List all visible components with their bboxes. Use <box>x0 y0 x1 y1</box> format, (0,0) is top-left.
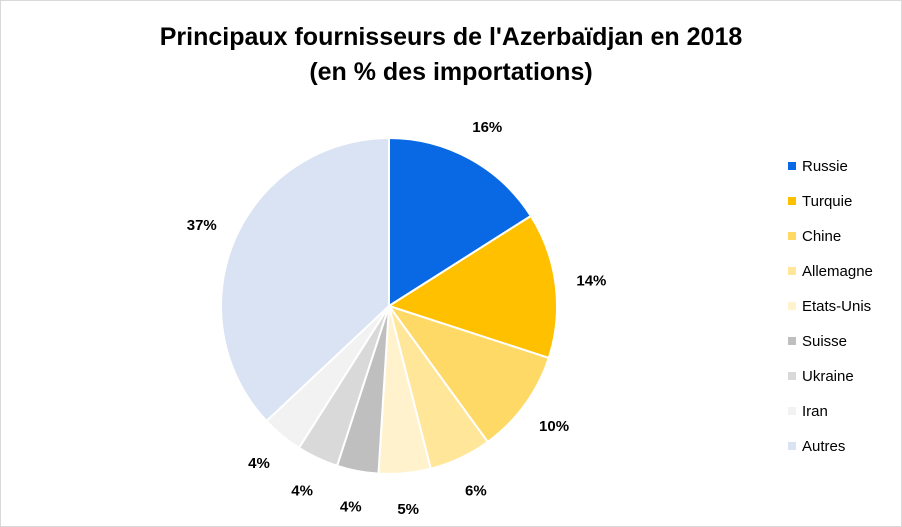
legend-item-turquie: Turquie <box>788 193 852 210</box>
legend-swatch <box>788 442 796 450</box>
data-label-suisse: 4% <box>340 498 362 515</box>
legend-label: Russie <box>802 158 848 175</box>
legend: Russie Turquie Chine Allemagne Etats-Unis Sui… <box>788 158 873 455</box>
legend-item-suisse: Suisse <box>788 333 847 350</box>
legend-label: Suisse <box>802 333 847 350</box>
legend-item-chine: Chine <box>788 228 841 245</box>
pie-slice-russie <box>388 136 533 308</box>
data-label-iran: 4% <box>248 455 270 472</box>
legend-label: Ukraine <box>802 368 854 385</box>
chart-title: Principaux fournisseurs de l'Azerbaïdjan… <box>160 23 743 51</box>
data-label-turquie: 14% <box>576 272 606 289</box>
legend-swatch <box>788 162 796 170</box>
legend-item-autres: Autres <box>788 438 845 455</box>
legend-label: Turquie <box>802 193 852 210</box>
pie-slice-turquie <box>386 214 558 360</box>
data-label-russie: 16% <box>472 119 502 136</box>
legend-label: Allemagne <box>802 263 873 280</box>
legend-item-ukraine: Ukraine <box>788 368 854 385</box>
legend-label: Iran <box>802 403 828 420</box>
legend-item-russie: Russie <box>788 158 848 175</box>
legend-swatch <box>788 337 796 345</box>
legend-swatch <box>788 407 796 415</box>
legend-swatch <box>788 232 796 240</box>
pie-labels: 16% 14% 10% 6% 5% 4% 4% 4% 37% <box>187 119 607 518</box>
pie-slice-chine <box>386 304 551 444</box>
data-label-allemagne: 6% <box>465 483 487 500</box>
legend-label: Chine <box>802 228 841 245</box>
legend-swatch <box>788 267 796 275</box>
legend-item-allemagne: Allemagne <box>788 263 873 280</box>
pie-slices <box>220 136 558 475</box>
legend-swatch <box>788 372 796 380</box>
legend-item-etats-unis: Etats-Unis <box>788 298 871 315</box>
data-label-chine: 10% <box>539 418 569 435</box>
legend-label: Autres <box>802 438 845 455</box>
legend-swatch <box>788 197 796 205</box>
legend-swatch <box>788 302 796 310</box>
chart-subtitle: (en % des importations) <box>309 58 592 86</box>
data-label-autres: 37% <box>187 217 217 234</box>
pie-slice-autres <box>220 136 390 423</box>
data-label-ukraine: 4% <box>291 483 313 500</box>
legend-item-iran: Iran <box>788 403 828 420</box>
legend-label: Etats-Unis <box>802 298 871 315</box>
data-label-etats-unis: 5% <box>397 501 419 518</box>
